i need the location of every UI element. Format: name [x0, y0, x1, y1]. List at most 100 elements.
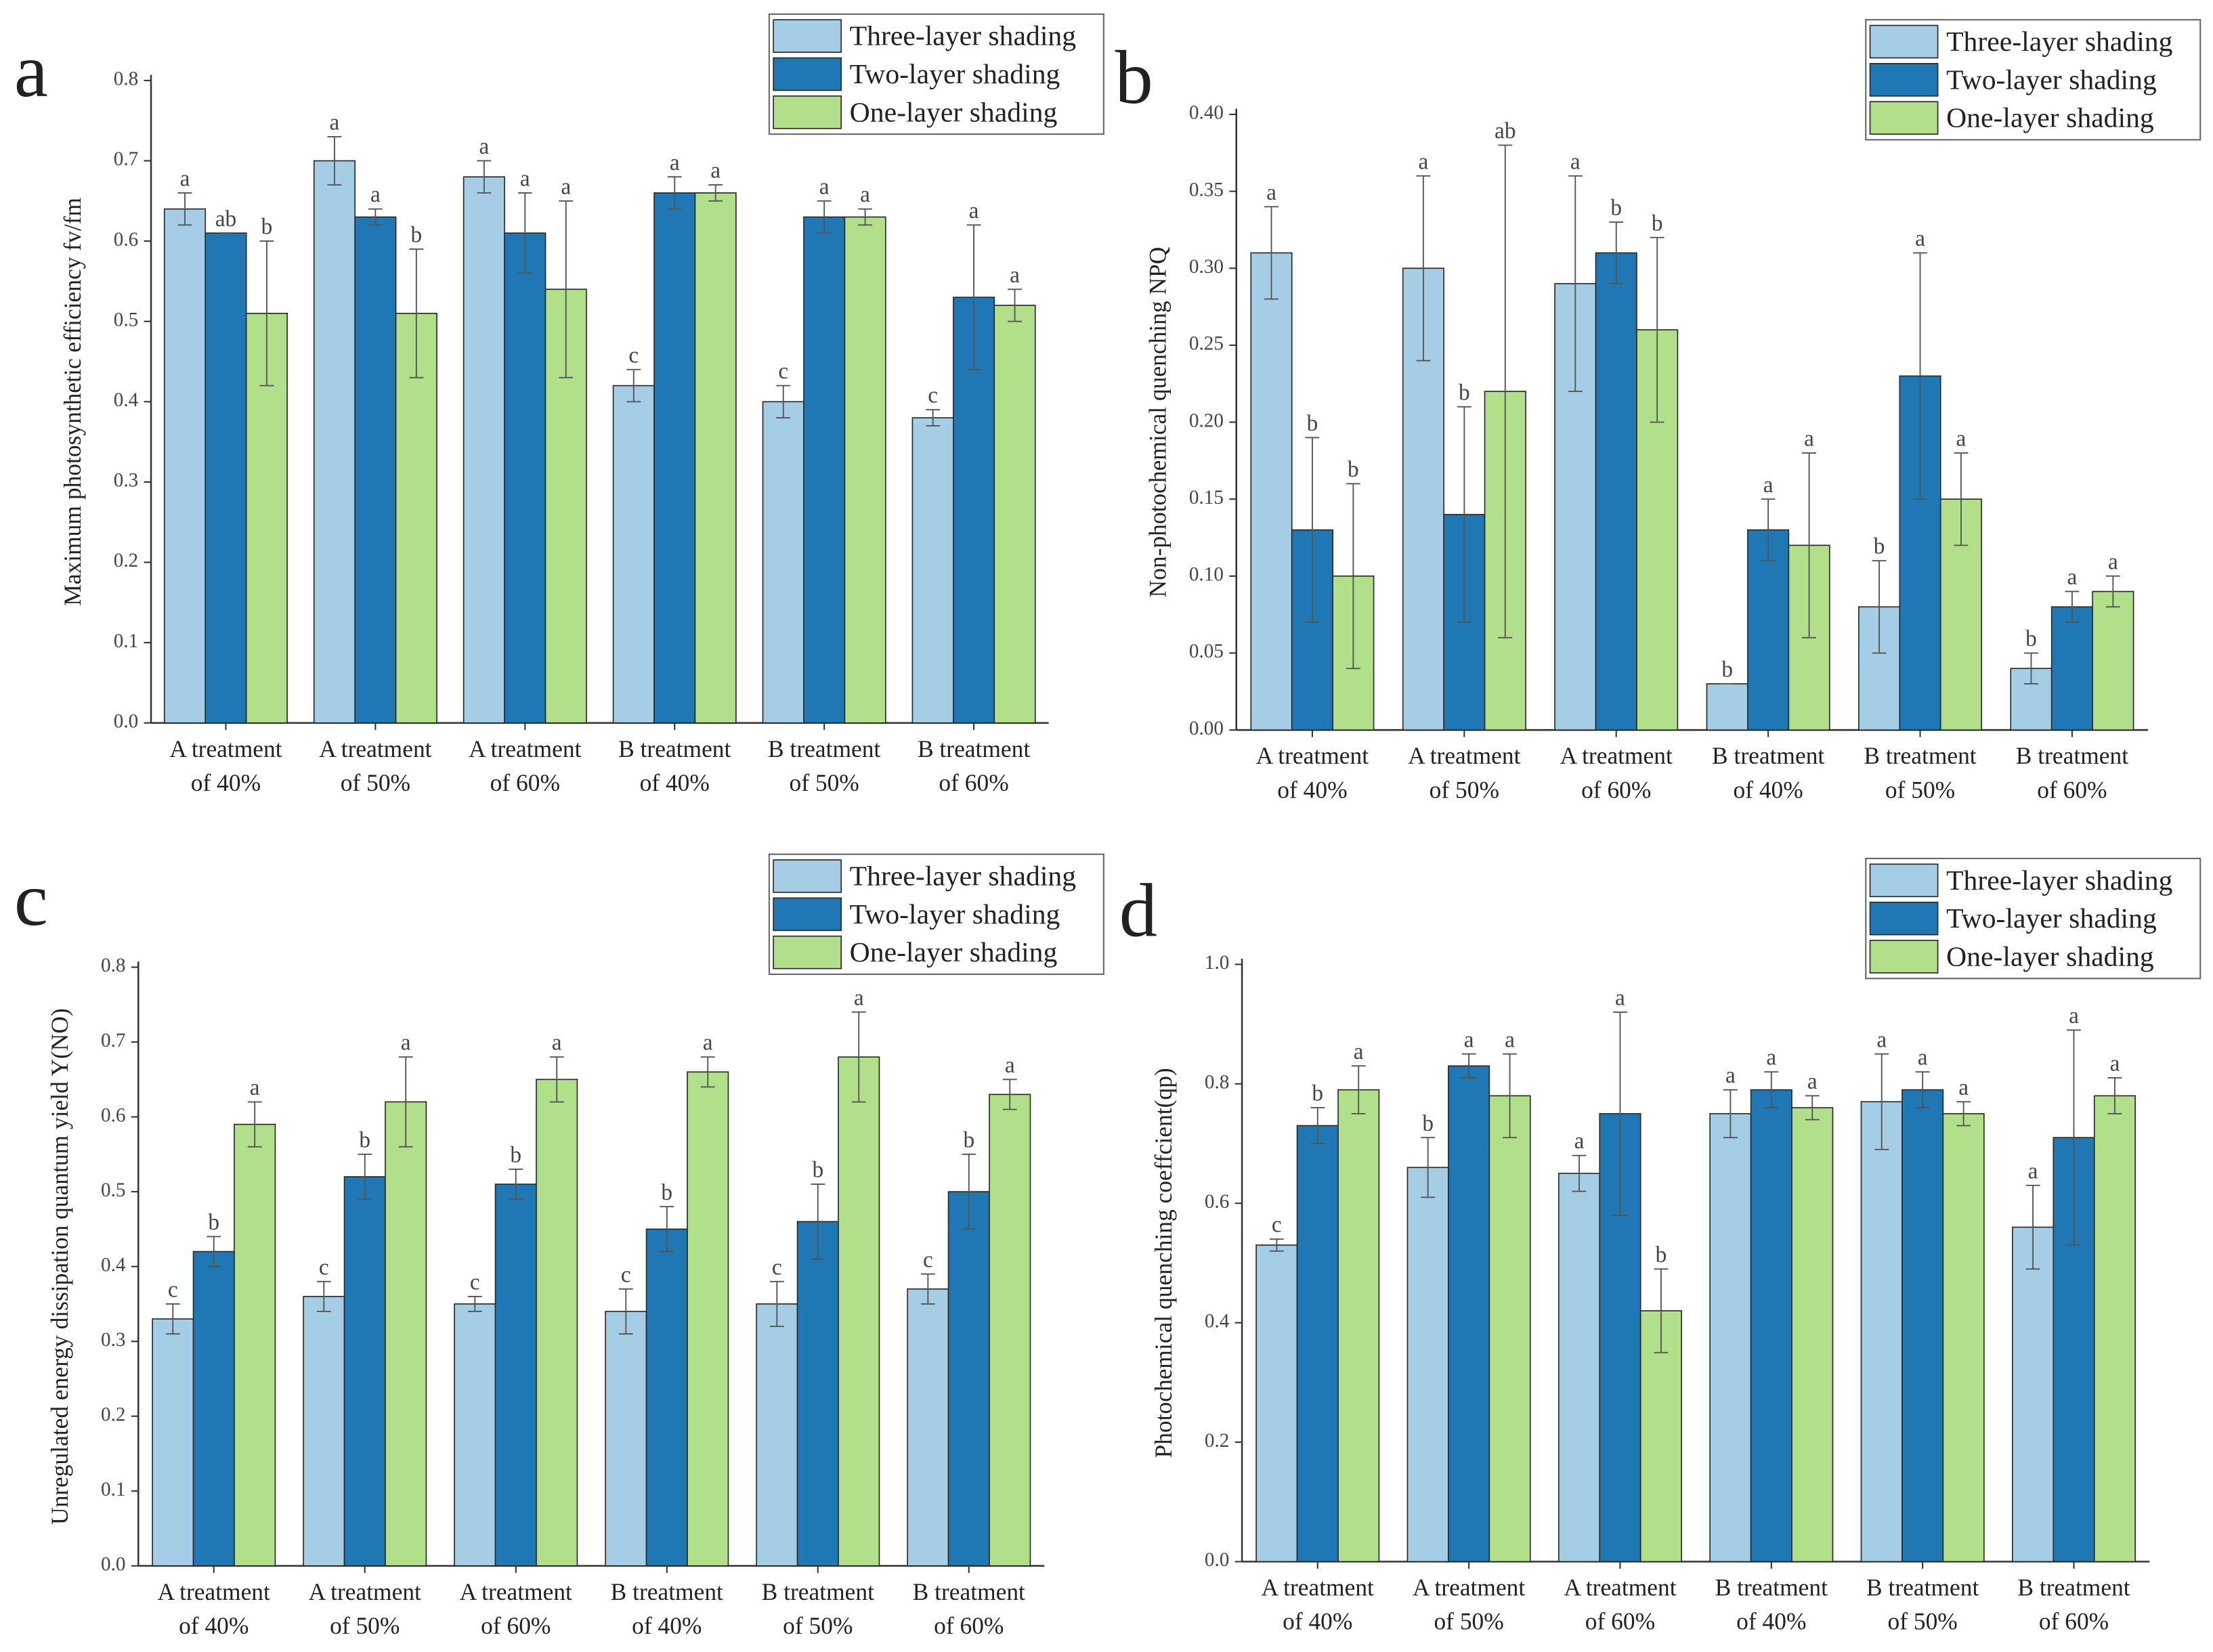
error-bar [1913, 252, 1927, 500]
x-tick-label: A treatment of 50% [1408, 742, 1520, 803]
significance-label: a [1918, 1045, 1928, 1070]
error-bar [2065, 590, 2080, 624]
bar [645, 1228, 688, 1567]
bar [762, 401, 804, 724]
error-bar [776, 385, 791, 418]
y-tick-label: 0.15 [1189, 487, 1224, 508]
chart-panel: 0.0 0.2 0.4 0.6 0.8 1.0 Photochemical quenchin… [1119, 857, 2201, 1635]
y-tick-label: 0.5 [114, 309, 138, 330]
x-tick-label: B treatment of 40% [1712, 742, 1824, 803]
significance-label: b [208, 1210, 219, 1235]
bar [653, 192, 696, 724]
error-bar [708, 184, 723, 202]
error-bar [1572, 1154, 1587, 1192]
y-tick-label: 0.7 [114, 148, 138, 170]
error-bar [660, 1206, 674, 1253]
bar [2012, 1226, 2055, 1563]
panel-label: b [1115, 36, 1153, 120]
bar [694, 192, 737, 724]
error-bar [1915, 1071, 1930, 1109]
y-tick-label: 0.4 [114, 389, 139, 411]
error-bar [1457, 406, 1471, 624]
panel-label: d [1119, 869, 1157, 953]
significance-label: c [778, 359, 788, 384]
y-tick-label: 0.20 [1189, 410, 1224, 431]
bar [343, 1176, 386, 1567]
y-tick-label: 0.05 [1189, 640, 1224, 662]
y-tick-label: 0.8 [114, 68, 138, 90]
bar [605, 1311, 647, 1567]
error-bar [2024, 652, 2038, 684]
bar [205, 232, 247, 724]
error-bar [409, 248, 424, 378]
x-tick-label: B treatment of 60% [918, 735, 1030, 796]
bar [838, 1056, 880, 1567]
significance-label: b [1874, 534, 1885, 559]
significance-label: c [628, 343, 639, 368]
significance-label: b [661, 1180, 672, 1205]
y-tick-label: 1.0 [1205, 952, 1229, 974]
error-bar [1874, 1053, 1889, 1150]
error-bar [962, 1153, 976, 1230]
significance-label: a [1354, 1039, 1364, 1064]
bar [844, 216, 886, 724]
error-bar [259, 240, 274, 387]
x-tick-label: B treatment of 40% [618, 735, 731, 796]
bar [1296, 1125, 1339, 1563]
bar [989, 1093, 1031, 1567]
bar [192, 1251, 235, 1567]
significance-label: b [1652, 211, 1663, 236]
legend-label: Two-layer shading [1946, 64, 2157, 95]
x-tick-label: A treatment of 40% [169, 735, 282, 796]
significance-label: a [250, 1075, 260, 1100]
significance-label: b [411, 223, 423, 248]
error-bar [667, 176, 682, 210]
error-bar [1002, 1079, 1017, 1110]
legend-swatch [773, 57, 842, 91]
x-tick-label: A treatment of 40% [158, 1578, 270, 1639]
y-axis-title: Photochemical quenching coeffcient(qp) [1150, 1068, 1177, 1458]
chart-panel: 0.0 0.1 0.2 0.3 0.4 0.5 0.6 0.7 0.8 Unregulated e… [14, 853, 1104, 1639]
significance-label: b [812, 1158, 823, 1183]
error-bar [2105, 575, 2120, 608]
error-bar [1802, 452, 1816, 638]
y-tick-label: 0.2 [101, 1404, 125, 1425]
significance-label: a [401, 1030, 411, 1056]
significance-label: b [2025, 626, 2037, 651]
x-tick-label: A treatment of 40% [1256, 742, 1369, 803]
bar [454, 1303, 496, 1567]
error-bar [1421, 1137, 1436, 1198]
error-bar [1609, 221, 1624, 284]
y-tick-label: 0.0 [101, 1553, 125, 1575]
x-tick-label: A treatment of 50% [1413, 1574, 1525, 1635]
significance-label: b [1348, 457, 1359, 482]
panel-label: a [14, 29, 48, 113]
significance-label: b [359, 1127, 370, 1152]
error-bar [1956, 1101, 1971, 1127]
y-tick-label: 0.3 [114, 470, 138, 492]
bar [354, 216, 397, 724]
y-tick-label: 0.10 [1189, 564, 1224, 586]
bar [303, 1296, 345, 1567]
significance-label: a [1958, 1075, 1969, 1100]
bar [2092, 590, 2134, 731]
bar [993, 305, 1036, 724]
error-bar [700, 1056, 715, 1088]
y-tick-label: 0.0 [1205, 1549, 1229, 1571]
significance-label: b [261, 215, 273, 240]
legend-label: One-layer shading [1946, 941, 2154, 972]
y-tick-label: 0.6 [114, 229, 138, 251]
bar [1291, 529, 1333, 731]
y-tick-label: 0.35 [1189, 179, 1224, 200]
significance-label: a [520, 166, 530, 191]
error-bar [618, 1288, 633, 1335]
legend-swatch [773, 95, 842, 129]
y-tick-label: 0.25 [1189, 333, 1224, 355]
significance-label: a [330, 110, 340, 135]
error-bar [2067, 1029, 2081, 1246]
bar [1595, 252, 1637, 731]
error-bar [851, 1011, 866, 1103]
significance-label: c [470, 1269, 480, 1295]
y-tick-label: 0.6 [1205, 1191, 1229, 1213]
